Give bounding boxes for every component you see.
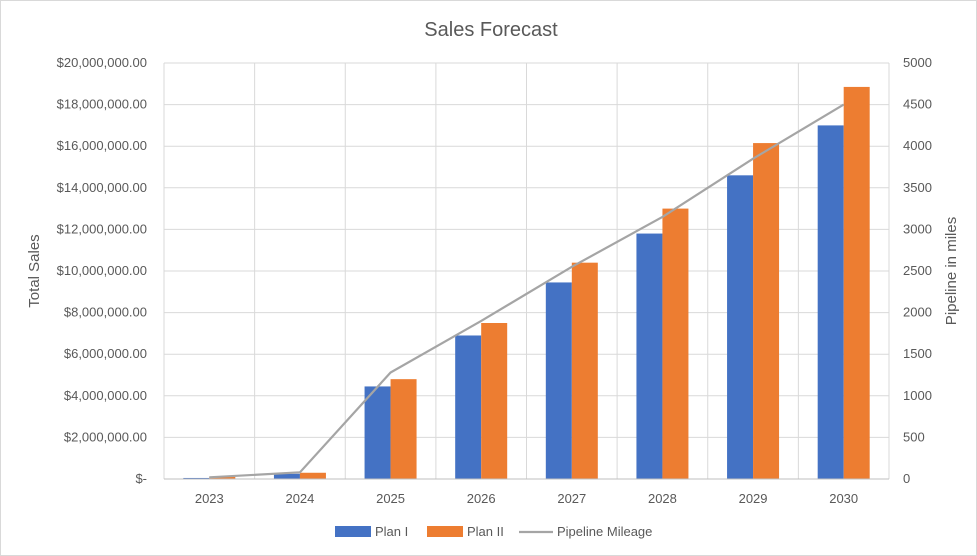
- y-tick-label: $14,000,000.00: [57, 180, 147, 195]
- y-tick-label: $2,000,000.00: [64, 429, 147, 444]
- y2-tick-label: 2000: [903, 305, 932, 320]
- y2-tick-label: 0: [903, 471, 910, 486]
- bar-plan-i: [455, 335, 482, 479]
- bar-plan-i: [183, 477, 210, 479]
- x-tick-label: 2027: [557, 491, 586, 506]
- pipeline-line: [209, 103, 845, 479]
- legend-swatch: [427, 526, 463, 537]
- chart-title: Sales Forecast: [424, 19, 558, 41]
- y-tick-label: $20,000,000.00: [57, 55, 147, 70]
- bar-plan-ii: [390, 379, 417, 479]
- bar-plan-ii: [843, 86, 870, 480]
- legend-label: Pipeline Mileage: [557, 524, 652, 539]
- y2-tick-label: 500: [903, 429, 925, 444]
- y-tick-label: $12,000,000.00: [57, 221, 147, 236]
- legend-label: Plan I: [375, 524, 408, 539]
- x-tick-label: 2025: [376, 491, 405, 506]
- legend-label: Plan II: [467, 524, 504, 539]
- axes: $- $2,000,000.00 $4,000,000.00 $6,000,000.0…: [57, 55, 932, 506]
- y-tick-label: $16,000,000.00: [57, 138, 147, 153]
- bar-plan-i: [727, 175, 754, 479]
- y2-tick-label: 3000: [903, 221, 932, 236]
- bar-plan-i: [636, 233, 663, 479]
- x-tick-label: 2029: [739, 491, 768, 506]
- x-tick-label: 2024: [285, 491, 314, 506]
- bars: [183, 86, 870, 480]
- y2-tick-label: 5000: [903, 55, 932, 70]
- bar-plan-i: [273, 473, 300, 479]
- x-tick-label: 2030: [829, 491, 858, 506]
- legend: Plan I Plan II Pipeline Mileage: [335, 524, 652, 539]
- x-tick-label: 2026: [467, 491, 496, 506]
- bar-plan-i: [817, 125, 844, 480]
- bar-plan-i: [545, 282, 572, 479]
- y-tick-label: $10,000,000.00: [57, 263, 147, 278]
- y-tick-label: $4,000,000.00: [64, 388, 147, 403]
- y-tick-label: $6,000,000.00: [64, 346, 147, 361]
- y-tick-label: $8,000,000.00: [64, 305, 147, 320]
- y2-tick-label: 1500: [903, 346, 932, 361]
- x-tick-label: 2028: [648, 491, 677, 506]
- bar-plan-ii: [209, 476, 236, 479]
- bar-plan-ii: [481, 323, 508, 479]
- y2-tick-label: 4000: [903, 138, 932, 153]
- bar-plan-ii: [753, 143, 780, 479]
- y2-axis-title: Pipeline in miles: [943, 217, 960, 325]
- y2-tick-label: 3500: [903, 180, 932, 195]
- x-tick-label: 2023: [195, 491, 224, 506]
- bar-plan-i: [364, 386, 391, 479]
- y-axis-title: Total Sales: [26, 234, 43, 307]
- y-tick-label: $-: [135, 471, 147, 486]
- y-tick-label: $18,000,000.00: [57, 97, 147, 112]
- y2-tick-label: 2500: [903, 263, 932, 278]
- bar-plan-ii: [662, 208, 689, 479]
- y2-tick-label: 1000: [903, 388, 932, 403]
- gridlines: [163, 62, 890, 480]
- line-pipeline-mileage: [209, 103, 845, 479]
- legend-swatch: [335, 526, 371, 537]
- bar-plan-ii: [571, 262, 598, 479]
- y2-tick-label: 4500: [903, 97, 932, 112]
- bar-plan-ii: [299, 472, 326, 479]
